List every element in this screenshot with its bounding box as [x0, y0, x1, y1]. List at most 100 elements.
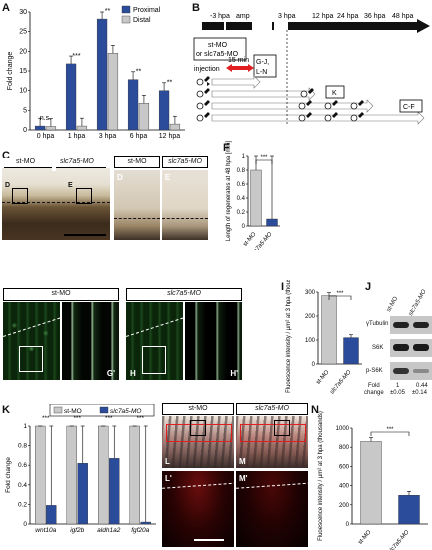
photo-h-prime: H' — [185, 302, 242, 380]
y-tick-label: 200 — [339, 503, 350, 509]
significance-bracket — [328, 295, 352, 300]
panel-letter-k: K — [2, 404, 10, 416]
y-tick-label: 0.4 — [237, 196, 246, 202]
y-axis-label: Fold change — [5, 457, 12, 493]
bar — [343, 337, 359, 365]
legend-swatch — [99, 406, 109, 414]
photo-e-label: E — [165, 173, 171, 182]
blot-tubulin — [390, 316, 432, 334]
photo-m-black-box — [274, 420, 290, 436]
y-tick-label: 1 — [23, 423, 27, 430]
mo-box — [193, 37, 247, 61]
y-tick-label: 800 — [339, 445, 350, 451]
blot-ps6k — [390, 362, 432, 380]
photo-c: st-MO slc7a5-MO D E — [2, 158, 110, 240]
x-tick-label: wnt10a — [35, 527, 56, 534]
y-tick-label: 0.8 — [18, 443, 27, 450]
y-tick-label: 0 — [346, 522, 350, 528]
significance-label: *** — [260, 155, 268, 161]
timeline-label-24hpa: 24 hpa — [337, 13, 359, 20]
western-row-s6k: S6K — [372, 345, 384, 351]
photo-l: L — [162, 416, 234, 468]
significance-label: *** — [42, 415, 50, 422]
photo-m-prime-label: M' — [239, 474, 248, 483]
photo-l-header: st-MO — [162, 403, 234, 415]
y-axis-label: Fluoescence intensity / µm² at 3 hpa (th… — [318, 411, 324, 541]
significance-label: *** — [105, 415, 113, 422]
timeline-label-3hpa: 3 hpa — [278, 13, 296, 20]
legend-swatch — [121, 5, 131, 14]
timeline-b: -3 hpa amp 3 hpa 12 hpa 24 hpa 36 hpa 48… — [193, 13, 430, 125]
y-tick-label: 400 — [339, 484, 350, 490]
western-col-slc: slc7a5-MO — [408, 288, 428, 317]
box-k-label: K — [332, 90, 337, 97]
significance-label: *** — [136, 415, 144, 422]
bar — [169, 123, 181, 131]
y-tick-label: 300 — [305, 290, 316, 296]
legend-box — [49, 404, 155, 417]
photo-g-prime-label: G' — [106, 369, 115, 378]
bar — [127, 79, 139, 131]
y-axis-label: Length of regenerates at 48 hpa [mm] — [226, 140, 232, 241]
legend-swatch — [53, 406, 63, 414]
panel-letter-f: F — [223, 142, 230, 154]
bar — [321, 295, 337, 365]
photo-e-header: slc7a5-MO — [162, 156, 208, 168]
x-tick-label: 0 hpa — [37, 133, 55, 140]
x-tick-label: 1 hpa — [68, 133, 86, 140]
y-tick-label: 20 — [19, 48, 27, 55]
photo-c-sub-d: D — [5, 182, 11, 189]
panel-letter-i: I — [281, 281, 285, 293]
significance-bracket — [370, 431, 410, 436]
y-tick-label: 5 — [23, 107, 27, 114]
significance-label: ** — [105, 8, 111, 15]
y-tick-label: 0.8 — [237, 168, 246, 174]
timeline-label-amp: amp — [236, 13, 250, 20]
y-tick-label: 0.2 — [18, 501, 27, 508]
bar — [266, 218, 278, 227]
bar — [138, 103, 150, 131]
photo-c-box-d — [12, 188, 28, 204]
bar — [46, 505, 57, 525]
bar — [129, 425, 140, 525]
western-row-tubulin: γTubulin — [366, 321, 389, 327]
significance-label: *** — [72, 53, 80, 60]
chart-f: 0 0.2 0.4 0.6 0.8 1 Length of regenerates at 4… — [226, 140, 280, 250]
bar — [34, 125, 46, 131]
bar — [45, 126, 57, 131]
photo-l-prime: L' — [162, 471, 234, 547]
blot-s6k — [390, 339, 432, 357]
bar — [96, 18, 108, 131]
chart-a: 0 5 10 15 20 25 30 Fold change n.s. 0 hpa *** 1 hpa… — [7, 5, 185, 140]
legend-label: st-MO — [64, 408, 82, 415]
chart-i: 0 100 200 300 Fluoescence intensity / µm² at… — [286, 280, 362, 395]
injection-label: injection — [194, 66, 220, 73]
photo-h-prime-label: H' — [230, 369, 238, 378]
y-tick-label: 600 — [339, 464, 350, 470]
fold-value-slc: 0.44 — [416, 383, 428, 389]
chart-k: 0 0.2 0.4 0.6 0.8 1 Fold change *** wnt10a *** igf… — [5, 404, 156, 534]
y-axis-label: Fold change — [7, 52, 14, 91]
bar — [109, 458, 120, 525]
significance-label: *** — [73, 415, 81, 422]
significance-label: *** — [386, 427, 394, 433]
legend-label: Distal — [133, 17, 151, 24]
y-tick-label: 0 — [312, 362, 316, 368]
x-tick-label: st-MO — [315, 369, 330, 386]
photo-h-box — [142, 346, 166, 374]
y-tick-label: 10 — [19, 88, 27, 95]
x-tick-label: 6 hpa — [130, 133, 148, 140]
x-tick-label: st-MO — [357, 529, 372, 546]
x-tick-label: 3 hpa — [99, 133, 117, 140]
x-tick-label: aldh1a2 — [97, 527, 121, 534]
photo-c-label-st: st-MO — [16, 158, 36, 165]
bar — [398, 494, 420, 525]
photo-g-box — [19, 346, 43, 372]
legend-label: slc7a5-MO — [110, 408, 141, 415]
mo-box-line1: st-MO — [208, 42, 228, 49]
fold-label-1: Fold — [368, 383, 380, 389]
significance-bracket — [255, 159, 273, 164]
bar — [35, 425, 46, 525]
x-tick-label: igf2b — [70, 527, 84, 534]
bar — [77, 463, 88, 525]
